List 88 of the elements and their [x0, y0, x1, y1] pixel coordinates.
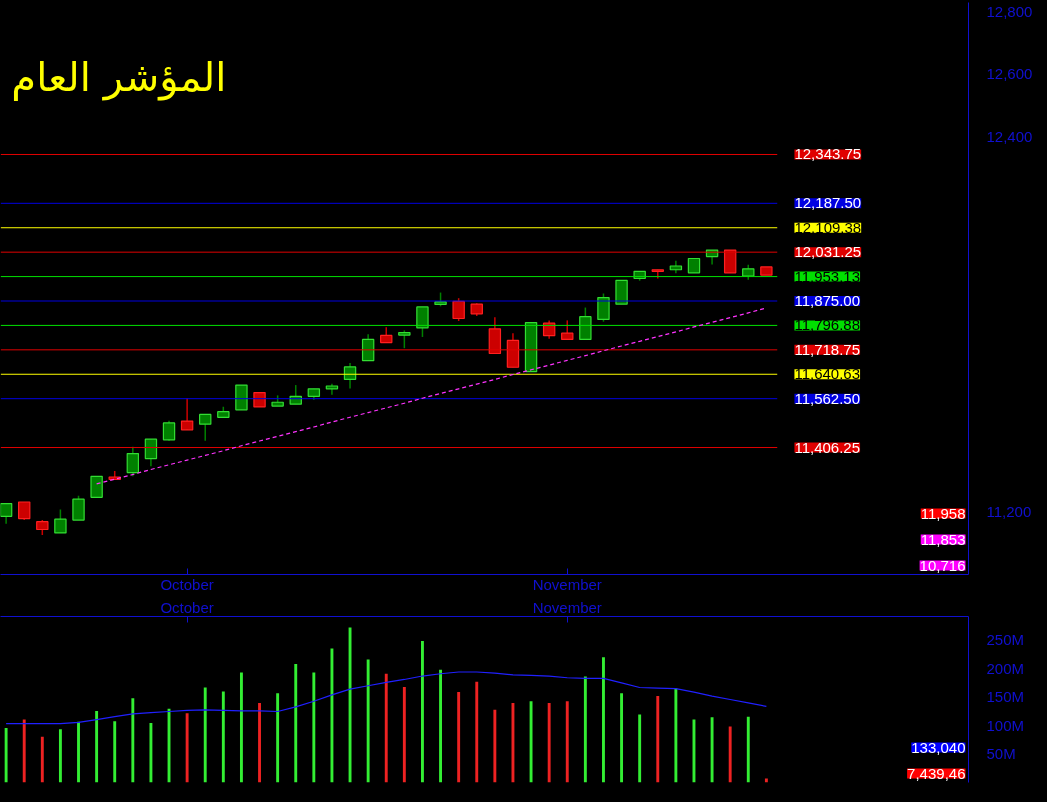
bar	[421, 641, 424, 783]
bar	[565, 701, 569, 783]
bar	[547, 702, 551, 783]
candlestick	[561, 319, 574, 341]
x-tick-label: October	[160, 598, 214, 616]
ref-line-label: 11,718.75	[794, 340, 861, 358]
bar	[4, 728, 8, 783]
candlestick	[579, 306, 592, 341]
bar	[131, 698, 135, 783]
bar	[674, 688, 678, 783]
candlestick	[72, 494, 85, 521]
bar	[457, 692, 461, 783]
y-tick-label: 50M	[986, 745, 1016, 763]
ref-line-label: 12,187.50	[794, 194, 862, 212]
bar	[439, 669, 442, 783]
y-tick-label: 150M	[986, 688, 1025, 706]
text: 11,853	[920, 530, 966, 548]
bar	[203, 687, 207, 783]
bar	[239, 672, 243, 783]
candlestick	[144, 438, 158, 468]
bar	[95, 710, 99, 783]
candlestick	[361, 333, 375, 362]
x-tick-label: November	[532, 598, 602, 616]
ref-line-label: 12,109.38	[794, 218, 862, 236]
candlestick	[162, 419, 176, 442]
y-tick-label: 200M	[986, 659, 1025, 677]
bar	[312, 672, 316, 783]
bar	[58, 729, 62, 783]
candlestick	[597, 292, 610, 323]
bar	[384, 673, 388, 783]
bar	[638, 714, 642, 783]
candlestick	[343, 362, 357, 390]
candlestick	[18, 501, 31, 521]
bar	[276, 693, 280, 783]
x-tick-label: October	[160, 575, 214, 593]
bar	[656, 696, 660, 783]
bar	[529, 701, 533, 783]
bar	[294, 664, 298, 783]
bar	[330, 648, 334, 783]
y-tick-label: 12,400	[986, 127, 1033, 145]
bar	[40, 736, 44, 783]
bar	[583, 676, 587, 783]
candlestick	[0, 502, 13, 525]
ref-line-label: 11,562.50	[794, 389, 861, 407]
bar	[402, 686, 406, 783]
bar	[185, 713, 189, 783]
ref-line-label: 11,953.13	[794, 267, 861, 285]
bar	[710, 717, 714, 783]
candlestick	[90, 475, 103, 498]
ref-line-label: 11,796.88	[794, 316, 861, 334]
candlestick	[180, 397, 194, 431]
ref-line-label: 11,640.63	[794, 365, 861, 383]
bar	[221, 691, 225, 783]
bar	[764, 778, 768, 783]
bar	[475, 681, 479, 783]
y-tick-label: 250M	[986, 630, 1025, 648]
bar	[113, 721, 117, 783]
text: 11,958	[920, 504, 966, 522]
bar	[258, 702, 261, 783]
bar	[493, 709, 497, 783]
bar	[728, 726, 732, 783]
y-tick-label: 11,200	[986, 502, 1032, 520]
text: 10,716	[919, 556, 966, 574]
text: 133,040	[911, 738, 966, 756]
bar	[620, 693, 624, 783]
bar	[746, 716, 750, 783]
ref-line-label: 11,875.00	[794, 292, 861, 309]
y-tick-label: 12,800	[986, 2, 1033, 20]
ref-line-label: 11,406.25	[794, 438, 861, 456]
y-tick-label: 100M	[986, 716, 1025, 734]
candlestick	[126, 445, 140, 478]
candlestick	[452, 297, 465, 322]
line-series	[96, 307, 767, 485]
candlestick	[416, 306, 429, 338]
text: المؤشر العام	[11, 53, 227, 101]
x-tick-label: November	[532, 575, 602, 593]
text: 7,439,46	[907, 764, 966, 782]
bar	[22, 719, 26, 783]
bar	[77, 721, 80, 783]
line-series	[5, 671, 767, 725]
bar	[149, 722, 153, 783]
bar	[602, 657, 605, 783]
ref-line-label: 12,031.25	[794, 243, 862, 261]
candlestick	[199, 413, 212, 442]
candlestick	[54, 508, 67, 534]
y-tick-label: 12,600	[986, 65, 1033, 83]
bar	[366, 659, 370, 783]
ref-line-label: 12,343.75	[794, 145, 862, 163]
